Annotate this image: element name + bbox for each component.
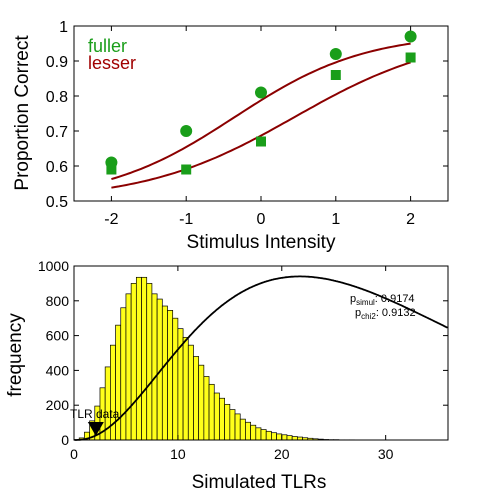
- top-legend-lesser: lesser: [88, 53, 136, 73]
- histogram-bar: [250, 424, 257, 441]
- histogram-bar: [146, 283, 153, 441]
- data-point-fuller: [180, 125, 193, 137]
- histogram-bar: [182, 336, 189, 441]
- bottom-x-tick-label: 20: [274, 446, 290, 462]
- fit-curve-fuller: [111, 42, 411, 181]
- histogram-bar: [193, 356, 200, 441]
- histogram-bar: [125, 293, 132, 441]
- histogram-bar: [281, 434, 288, 441]
- data-point-fuller: [329, 48, 342, 60]
- bottom-y-tick-label: 1000: [38, 258, 69, 274]
- top-y-tick-label: 0.8: [46, 89, 68, 106]
- top-y-tick-label: 0.5: [46, 194, 68, 211]
- top-x-tick-label: 1: [331, 211, 340, 228]
- bottom-y-tick-label: 800: [46, 293, 70, 309]
- top-x-tick-label: 2: [406, 211, 415, 228]
- histogram-bar: [115, 324, 122, 441]
- p-chi2-stat: pchi2: 0.9132: [355, 307, 416, 321]
- histogram-bar: [135, 276, 142, 441]
- bottom-y-tick-label: 600: [46, 328, 70, 344]
- p-simul-stat: psimul: 0.9174: [350, 293, 415, 307]
- data-point-lesser: [181, 164, 192, 175]
- histogram-bar: [229, 409, 236, 441]
- histogram-bar: [130, 283, 137, 441]
- data-point-lesser: [256, 136, 266, 147]
- top-x-tick-label: -1: [179, 211, 193, 228]
- data-point-lesser: [330, 70, 341, 80]
- data-point-lesser: [405, 52, 416, 63]
- top-y-tick-label: 0.9: [46, 54, 68, 71]
- histogram-bar: [245, 421, 251, 441]
- tlr-data-marker: [87, 422, 104, 436]
- histogram-bar: [161, 305, 168, 441]
- bottom-x-tick-label: 10: [170, 446, 186, 462]
- histogram-bar: [172, 317, 179, 441]
- bottom-y-tick-label: 400: [46, 362, 70, 378]
- data-point-lesser: [106, 164, 117, 175]
- tlr-data-annotation: TLR data: [70, 407, 120, 421]
- histogram-bar: [167, 310, 174, 441]
- bottom-x-tick-label: 30: [378, 446, 394, 462]
- top-x-tick-label: -2: [104, 211, 118, 228]
- data-point-fuller: [255, 86, 267, 99]
- histogram-bar: [141, 276, 148, 441]
- top-x-tick-label: 0: [257, 211, 266, 228]
- histogram-bar: [260, 429, 267, 441]
- top-legend-fuller: fuller: [88, 36, 127, 56]
- histogram-bar: [255, 427, 262, 441]
- bottom-y-axis-label: frequency: [5, 313, 26, 397]
- histogram-bar: [187, 344, 194, 441]
- fit-curve-lesser: [111, 61, 411, 189]
- top-y-tick-label: 1: [59, 19, 68, 36]
- bottom-x-axis-label: Simulated TLRs: [192, 472, 327, 493]
- histogram-bar: [198, 364, 205, 441]
- data-point-fuller: [404, 30, 417, 43]
- histogram-bar: [151, 293, 158, 441]
- histogram-bar: [208, 383, 215, 441]
- histogram-bar: [224, 403, 231, 441]
- chi2-fit-curve: [74, 275, 448, 441]
- top-x-axis-label: Stimulus Intensity: [187, 232, 336, 253]
- psychometric-chart: -2 -1 0 1 2 0.5 0.6 0.7 0.8 0.9 1 fuller lesser St…: [12, 19, 449, 253]
- top-y-tick-label: 0.6: [46, 159, 68, 176]
- histogram-bar: [234, 413, 241, 441]
- bottom-plot-frame: [73, 265, 449, 441]
- histogram-bar: [286, 435, 293, 441]
- histogram-bar: [219, 397, 225, 441]
- histogram-bar: [271, 432, 277, 441]
- top-y-tick-label: 0.7: [46, 124, 68, 141]
- histogram-bar: [203, 376, 210, 441]
- bottom-y-tick-label: 0: [61, 432, 69, 448]
- histogram-bar: [120, 307, 127, 441]
- histogram-chart: 0 10 20 30 0 200 400 600 800 1000 TLR data psimul…: [5, 258, 449, 493]
- histogram-bar: [276, 433, 283, 441]
- histogram-bar: [291, 436, 298, 441]
- bottom-x-tick-label: 0: [70, 446, 78, 462]
- histogram-bar: [265, 430, 272, 441]
- top-y-axis-label: Proportion Correct: [12, 35, 33, 191]
- histogram-bar: [239, 418, 246, 441]
- bottom-y-tick-label: 200: [46, 397, 70, 413]
- histogram-bar: [213, 392, 220, 441]
